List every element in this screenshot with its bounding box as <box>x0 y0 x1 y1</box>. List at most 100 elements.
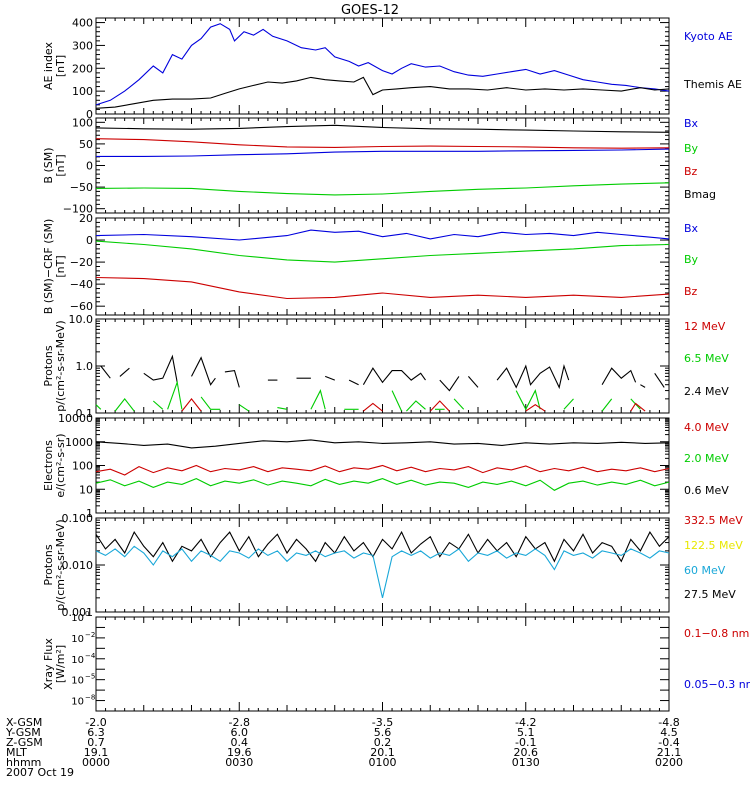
legend-122-5-mev: 122.5 MeV <box>684 539 743 552</box>
x-axis-row-label: X-GSM <box>6 716 42 729</box>
series-line-bz <box>95 138 670 149</box>
panel-frame <box>95 616 670 712</box>
x-axis-row-label: hhmm <box>6 756 41 769</box>
y-tick-label-exponent: 0 <box>85 610 89 618</box>
x-axis-row-value: 6.3 <box>87 726 105 739</box>
x-axis-row-value: 0200 <box>655 756 683 769</box>
x-axis-row-value: 5.6 <box>374 726 392 739</box>
legend-27-5-mev: 27.5 MeV <box>684 588 736 601</box>
y-tick-label-exponent: −8 <box>85 694 95 702</box>
x-axis-row-value: 5.1 <box>517 726 535 739</box>
legend-by: By <box>684 142 699 155</box>
x-axis-row-value: -4.2 <box>515 716 536 729</box>
series-line-6-5-mev <box>310 389 326 410</box>
x-axis-row-value: -3.5 <box>372 716 393 729</box>
series-line-2-4-mev <box>362 367 426 385</box>
panel-frame <box>95 318 670 414</box>
series-line-6-5-mev <box>167 380 183 410</box>
y-tick-label: 0.001 <box>62 606 94 619</box>
y-tick-label: 10 <box>71 697 84 708</box>
series-line-2-0-mev <box>95 477 670 491</box>
series-line-6-5-mev <box>601 398 613 412</box>
x-axis-row-label: MLT <box>6 746 27 759</box>
x-axis-row-value: 19.1 <box>84 746 109 759</box>
series-line-0-6-mev <box>95 439 670 449</box>
series-line-6-5-mev <box>563 398 574 410</box>
legend-by: By <box>684 253 699 266</box>
series-line-2-4-mev <box>191 356 216 386</box>
series-line-6-5-mev <box>238 404 250 412</box>
y-tick-label: 0.010 <box>62 559 94 572</box>
series-line-2-4-mev <box>496 363 570 390</box>
series-line-12-mev <box>525 404 546 412</box>
y-tick-label: 10 <box>71 676 84 687</box>
series-line-2-4-mev <box>119 367 130 377</box>
x-axis-row-value: 0000 <box>82 756 110 769</box>
series-line-2-4-mev <box>224 369 240 388</box>
series-line-60-mev <box>95 545 670 599</box>
series-line-6-5-mev <box>391 390 403 412</box>
series-line-12-mev <box>363 402 383 412</box>
series-line-6-5-mev <box>200 396 221 410</box>
y-axis-label: AE index <box>42 41 55 90</box>
y-tick-label: 0.100 <box>62 512 94 525</box>
series-line-2-4-mev <box>325 375 335 381</box>
y-tick-label: 10 <box>71 613 84 624</box>
y-axis-label: e/(cm²-s-sr) <box>54 433 67 497</box>
series-line-12-mev <box>429 400 450 412</box>
y-tick-label: 0 <box>86 108 93 121</box>
y-tick-label: 1000 <box>65 436 93 449</box>
series-line-6-5-mev <box>515 389 541 411</box>
x-axis-row-value: 4.5 <box>660 726 678 739</box>
y-tick-label: −40 <box>70 278 93 291</box>
series-line-2-4-mev <box>100 365 111 379</box>
y-tick-label: 100 <box>72 460 93 473</box>
x-axis-row-value: 0130 <box>512 756 540 769</box>
x-axis-group: X-GSM -2.0 -2.8 -3.5 -4.2 -4.8 Y-GSM 6.3 6.0 5.6 5… <box>5 716 683 769</box>
y-tick-label-exponent: −5 <box>85 673 95 681</box>
legend-4-0-mev: 4.0 MeV <box>684 421 729 434</box>
y-tick-label: 1 <box>86 507 93 520</box>
series-line-by <box>95 182 670 196</box>
y-tick-label: 0 <box>86 234 93 247</box>
date-label: 2007 Oct 19 <box>6 766 74 779</box>
y-axis-label: [W/m²] <box>54 645 67 683</box>
y-tick-label: 100 <box>72 116 93 129</box>
legend-kyoto-ae: Kyoto AE <box>684 30 733 43</box>
x-axis-row-value: 20.6 <box>514 746 539 759</box>
y-tick-label: 50 <box>79 138 93 151</box>
panel-bdiff: −60 −40 −20 0 20 B (SM)−CRF (SM) [nT] Bx By Bz <box>42 212 699 316</box>
y-tick-label: 10 <box>71 634 84 645</box>
y-axis-label: Xray Flux <box>42 638 55 690</box>
series-line-kyoto-ae <box>95 23 670 106</box>
series-line-6-5-mev <box>114 398 135 412</box>
series-line-2-4-mev <box>439 376 460 392</box>
series-line-6-5-mev <box>453 398 465 410</box>
y-axis-label: Electrons <box>42 440 55 491</box>
y-tick-label: 10 <box>71 655 84 666</box>
panel-protons_low: 0.1 1.0 10.0 Protons p/(cm²-s-sr-MeV) 12 MeV 6… <box>42 313 729 420</box>
legend-60-mev: 60 MeV <box>684 564 726 577</box>
series-line-2-4-mev <box>348 379 359 386</box>
x-axis-row-value: -2.8 <box>229 716 250 729</box>
series-line-bz <box>95 276 670 300</box>
y-tick-label: 0 <box>86 160 93 173</box>
y-axis-label: B (SM)−CRF (SM) <box>42 219 55 315</box>
y-tick-label: 200 <box>72 62 93 75</box>
y-tick-label: 1.0 <box>76 360 94 373</box>
y-tick-label: 20 <box>79 212 93 225</box>
series-line-bmag <box>95 124 670 133</box>
x-axis-row-value: 0030 <box>225 756 253 769</box>
legend-12-mev: 12 MeV <box>684 320 726 333</box>
x-axis-row-value: 0.4 <box>231 736 249 749</box>
y-tick-label: −100 <box>63 203 93 216</box>
panel-ae: 0 100 200 300 400 AE index [nT] Kyoto AE Themis … <box>42 17 742 121</box>
x-axis-row-value: 20.1 <box>370 746 395 759</box>
x-axis-row-label: Y-GSM <box>5 726 41 739</box>
x-axis-row-value: 0100 <box>369 756 397 769</box>
y-tick-label: −50 <box>70 181 93 194</box>
y-tick-label: 300 <box>72 39 93 52</box>
series-line-2-4-mev <box>467 376 479 388</box>
